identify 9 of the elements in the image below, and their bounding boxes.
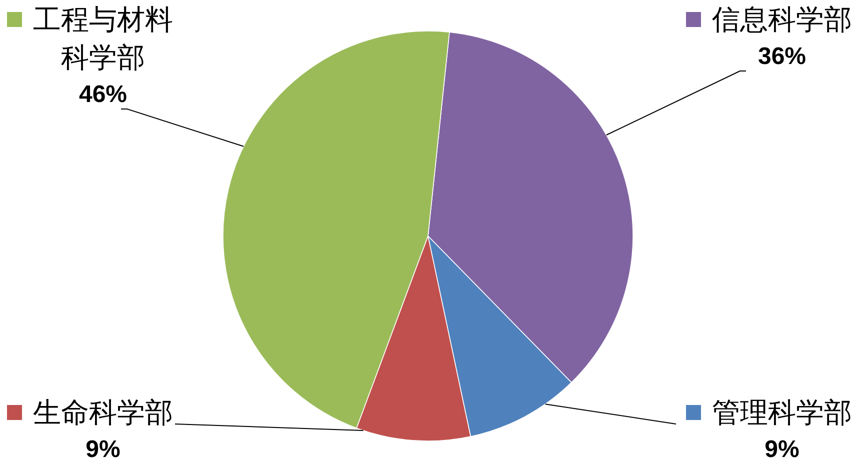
category-label: 信息科学部 <box>712 4 852 36</box>
category-label: 科学部 <box>61 42 145 74</box>
category-label: 工程与材料 <box>33 4 173 36</box>
category-label: 管理科学部 <box>712 398 852 428</box>
data-label: 9% <box>86 436 120 462</box>
data-label: 46% <box>78 80 128 108</box>
category-label: 生命科学部 <box>33 398 173 428</box>
data-label: 9% <box>764 436 800 462</box>
data-label: 36% <box>758 42 806 70</box>
